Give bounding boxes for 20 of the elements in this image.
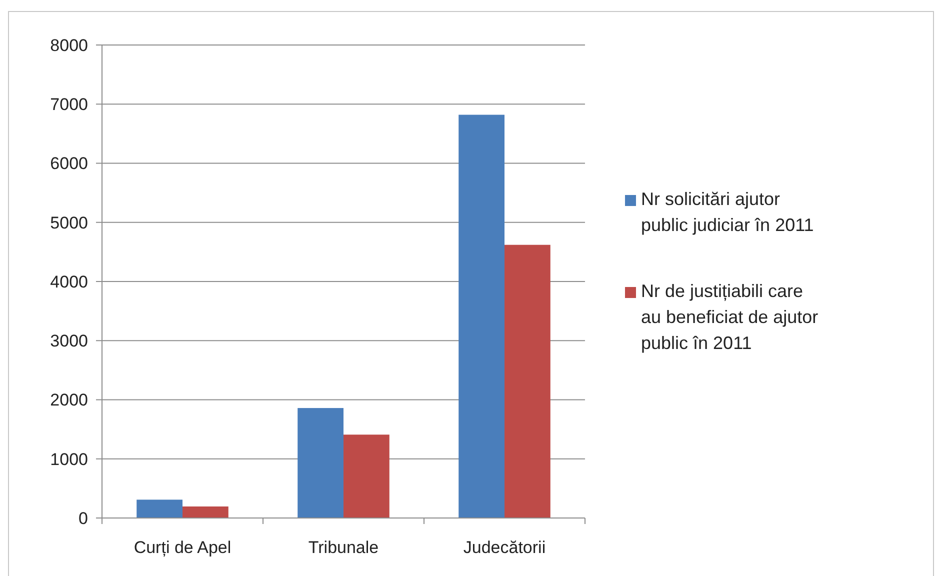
y-tick-label: 4000: [50, 272, 88, 292]
y-tick-label: 3000: [50, 332, 88, 351]
x-tick-label: Judecătorii: [463, 538, 546, 557]
y-tick-label: 2000: [50, 390, 88, 410]
y-tick-label: 8000: [50, 36, 88, 55]
y-tick-label: 1000: [50, 450, 88, 469]
legend-label: Nr de justițiabili care au beneficiat de ajutor public în 2011: [641, 281, 818, 353]
x-tick-label: Curți de Apel: [134, 538, 232, 557]
bar: [344, 434, 390, 518]
bar: [136, 500, 182, 518]
x-tick-label: Tribunale: [308, 538, 379, 557]
bar: [298, 408, 344, 518]
bar: [504, 244, 550, 518]
y-tick-label: 5000: [50, 213, 88, 232]
y-tick-label: 0: [78, 508, 88, 528]
bar: [458, 114, 504, 518]
y-tick-label: 7000: [50, 95, 88, 114]
bar: [182, 506, 228, 518]
legend-label: Nr solicitări ajutor public judiciar în 2011: [641, 189, 814, 235]
y-tick-label: 6000: [50, 154, 88, 174]
